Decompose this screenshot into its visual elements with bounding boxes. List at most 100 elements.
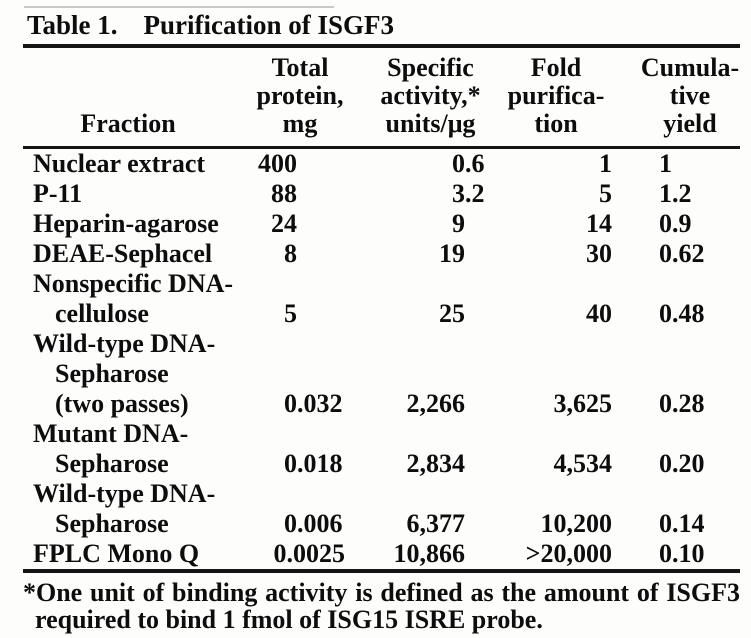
value-integer-part: 19 bbox=[439, 239, 465, 268]
value-fraction-part: .0025 bbox=[286, 539, 346, 568]
cell-fraction: DEAE-Sephacel bbox=[23, 239, 233, 269]
value-integer-part: 0 bbox=[659, 389, 672, 418]
column-header-line: Specific bbox=[387, 53, 474, 82]
cell-cumulative_yield: 0.20 bbox=[612, 449, 740, 479]
value-integer-part: 0 bbox=[452, 149, 465, 178]
cell-fraction: Wild-type DNA- Sepharose bbox=[23, 479, 233, 539]
value-integer-part: 88 bbox=[271, 179, 297, 208]
fraction-line: Mutant DNA- bbox=[33, 419, 189, 448]
cell-specific_activity: 2,266 bbox=[345, 389, 490, 419]
cell-total_protein: 5 bbox=[233, 299, 345, 329]
fraction-line: Nuclear extract bbox=[33, 149, 206, 178]
column-header-line: Fold bbox=[530, 53, 582, 82]
cell-cumulative_yield: 0.9 bbox=[612, 209, 740, 239]
column-header-line: Total bbox=[271, 53, 329, 82]
cell-fraction: P-11 bbox=[23, 179, 233, 209]
scan-artifact-line bbox=[24, 6, 334, 8]
cell-fold_purification: 14 bbox=[490, 209, 612, 239]
fraction-line: DEAE-Sephacel bbox=[33, 239, 213, 268]
cell-total_protein: 24 bbox=[233, 209, 345, 239]
purification-table: Table 1. Purification of ISGF3 Fraction To… bbox=[23, 10, 740, 633]
cell-cumulative_yield: 0.48 bbox=[612, 299, 740, 329]
value-integer-part: 10,200 bbox=[540, 509, 613, 538]
cell-fraction: Wild-type DNA- Sepharose (two passes) bbox=[23, 329, 233, 419]
cell-fold_purification: >20,000 bbox=[490, 539, 612, 569]
value-integer-part: >20,000 bbox=[525, 539, 612, 568]
value-integer-part: 40 bbox=[586, 299, 612, 328]
table-body: Nuclear extract 400 0.6 1 1 P-11 88 3.2 5 1.2 Hepa… bbox=[23, 149, 740, 569]
value-integer-part: 6,377 bbox=[406, 509, 466, 538]
table-row: Heparin-agarose 24 9 14 0.9 bbox=[23, 209, 740, 239]
value-integer-part: 1 bbox=[659, 149, 672, 178]
fraction-line: cellulose bbox=[55, 299, 149, 328]
column-header-line: units/μg bbox=[385, 109, 476, 138]
value-integer-part: 4,534 bbox=[553, 449, 613, 478]
value-integer-part: 14 bbox=[586, 209, 612, 238]
value-fraction-part: .48 bbox=[672, 299, 705, 328]
table-header-row: Fraction Total protein, mg Specific activity,… bbox=[23, 54, 740, 138]
value-fraction-part: .9 bbox=[672, 209, 692, 238]
cell-total_protein: 0.0025 bbox=[233, 539, 346, 569]
value-integer-part: 1 bbox=[599, 149, 612, 178]
value-integer-part: 0 bbox=[659, 299, 672, 328]
cell-cumulative_yield: 1.2 bbox=[612, 179, 740, 209]
column-header-line: activity,* bbox=[380, 81, 481, 110]
column-header-line: protein, bbox=[256, 81, 344, 110]
cell-fold_purification: 3,625 bbox=[490, 389, 613, 419]
value-fraction-part: .018 bbox=[297, 449, 343, 478]
value-integer-part: 1 bbox=[659, 179, 672, 208]
table-row: Wild-type DNA- Sepharose 0.006 6,377 10,200 0… bbox=[23, 479, 740, 539]
value-integer-part: 5 bbox=[599, 179, 612, 208]
value-integer-part: 2,834 bbox=[406, 449, 466, 478]
value-integer-part: 5 bbox=[284, 299, 297, 328]
value-fraction-part: .2 bbox=[672, 179, 692, 208]
cell-specific_activity: 0.6 bbox=[345, 149, 490, 179]
footnote-line: *One unit of binding activity is defined… bbox=[23, 578, 740, 607]
cell-specific_activity: 9 bbox=[345, 209, 490, 239]
value-integer-part: 3,625 bbox=[553, 389, 613, 418]
table-row: Nuclear extract 400 0.6 1 1 bbox=[23, 149, 740, 179]
value-integer-part: 0 bbox=[659, 449, 672, 478]
cell-fraction: Mutant DNA- Sepharose bbox=[23, 419, 233, 479]
column-header-specific_activity: Specific activity,* units/μg bbox=[345, 54, 490, 138]
cell-specific_activity: 6,377 bbox=[345, 509, 490, 539]
value-integer-part: 0 bbox=[659, 539, 672, 568]
fraction-line: FPLC Mono Q bbox=[33, 539, 200, 568]
value-integer-part: 400 bbox=[258, 149, 297, 178]
value-fraction-part: .10 bbox=[672, 539, 705, 568]
cell-fold_purification: 40 bbox=[490, 299, 612, 329]
cell-total_protein: 88 bbox=[233, 179, 345, 209]
value-integer-part: 0 bbox=[659, 509, 672, 538]
table-row: DEAE-Sephacel 8 19 30 0.62 bbox=[23, 239, 740, 269]
fraction-line: (two passes) bbox=[55, 389, 189, 418]
cell-fraction: Nuclear extract bbox=[23, 149, 233, 179]
value-fraction-part: .62 bbox=[672, 239, 705, 268]
cell-cumulative_yield: 0.14 bbox=[612, 509, 740, 539]
fraction-line: Heparin-agarose bbox=[33, 209, 219, 238]
fraction-line: Wild-type DNA- bbox=[33, 329, 216, 358]
cell-fraction: Nonspecific DNA-cellulose bbox=[23, 269, 233, 329]
cell-fold_purification: 1 bbox=[490, 149, 612, 179]
cell-cumulative_yield: 0.10 bbox=[612, 539, 740, 569]
table-rule-under-header bbox=[23, 146, 740, 149]
cell-fold_purification: 5 bbox=[490, 179, 612, 209]
table-rule-top bbox=[23, 44, 740, 48]
cell-total_protein: 0.018 bbox=[233, 449, 345, 479]
column-header-line: tion bbox=[534, 109, 578, 138]
table-row: Mutant DNA- Sepharose 0.018 2,834 4,534 0.20 bbox=[23, 419, 740, 479]
value-integer-part: 0 bbox=[284, 509, 297, 538]
cell-fold_purification: 30 bbox=[490, 239, 612, 269]
cell-cumulative_yield: 0.28 bbox=[612, 389, 740, 419]
column-header-line: tive bbox=[669, 81, 711, 110]
cell-fraction: Heparin-agarose bbox=[23, 209, 233, 239]
value-integer-part: 0 bbox=[284, 449, 297, 478]
value-fraction-part: .28 bbox=[672, 389, 705, 418]
column-header-cumulative_yield: Cumula-tive yield bbox=[612, 54, 740, 138]
fraction-line: Sepharose bbox=[55, 359, 169, 388]
table-row: P-11 88 3.2 5 1.2 bbox=[23, 179, 740, 209]
value-integer-part: 9 bbox=[452, 209, 465, 238]
cell-fraction: FPLC Mono Q bbox=[23, 539, 233, 569]
footnote-line: required to bind 1 fmol of ISG15 ISRE pr… bbox=[35, 605, 543, 634]
table-number-label: Table 1. bbox=[27, 10, 118, 40]
